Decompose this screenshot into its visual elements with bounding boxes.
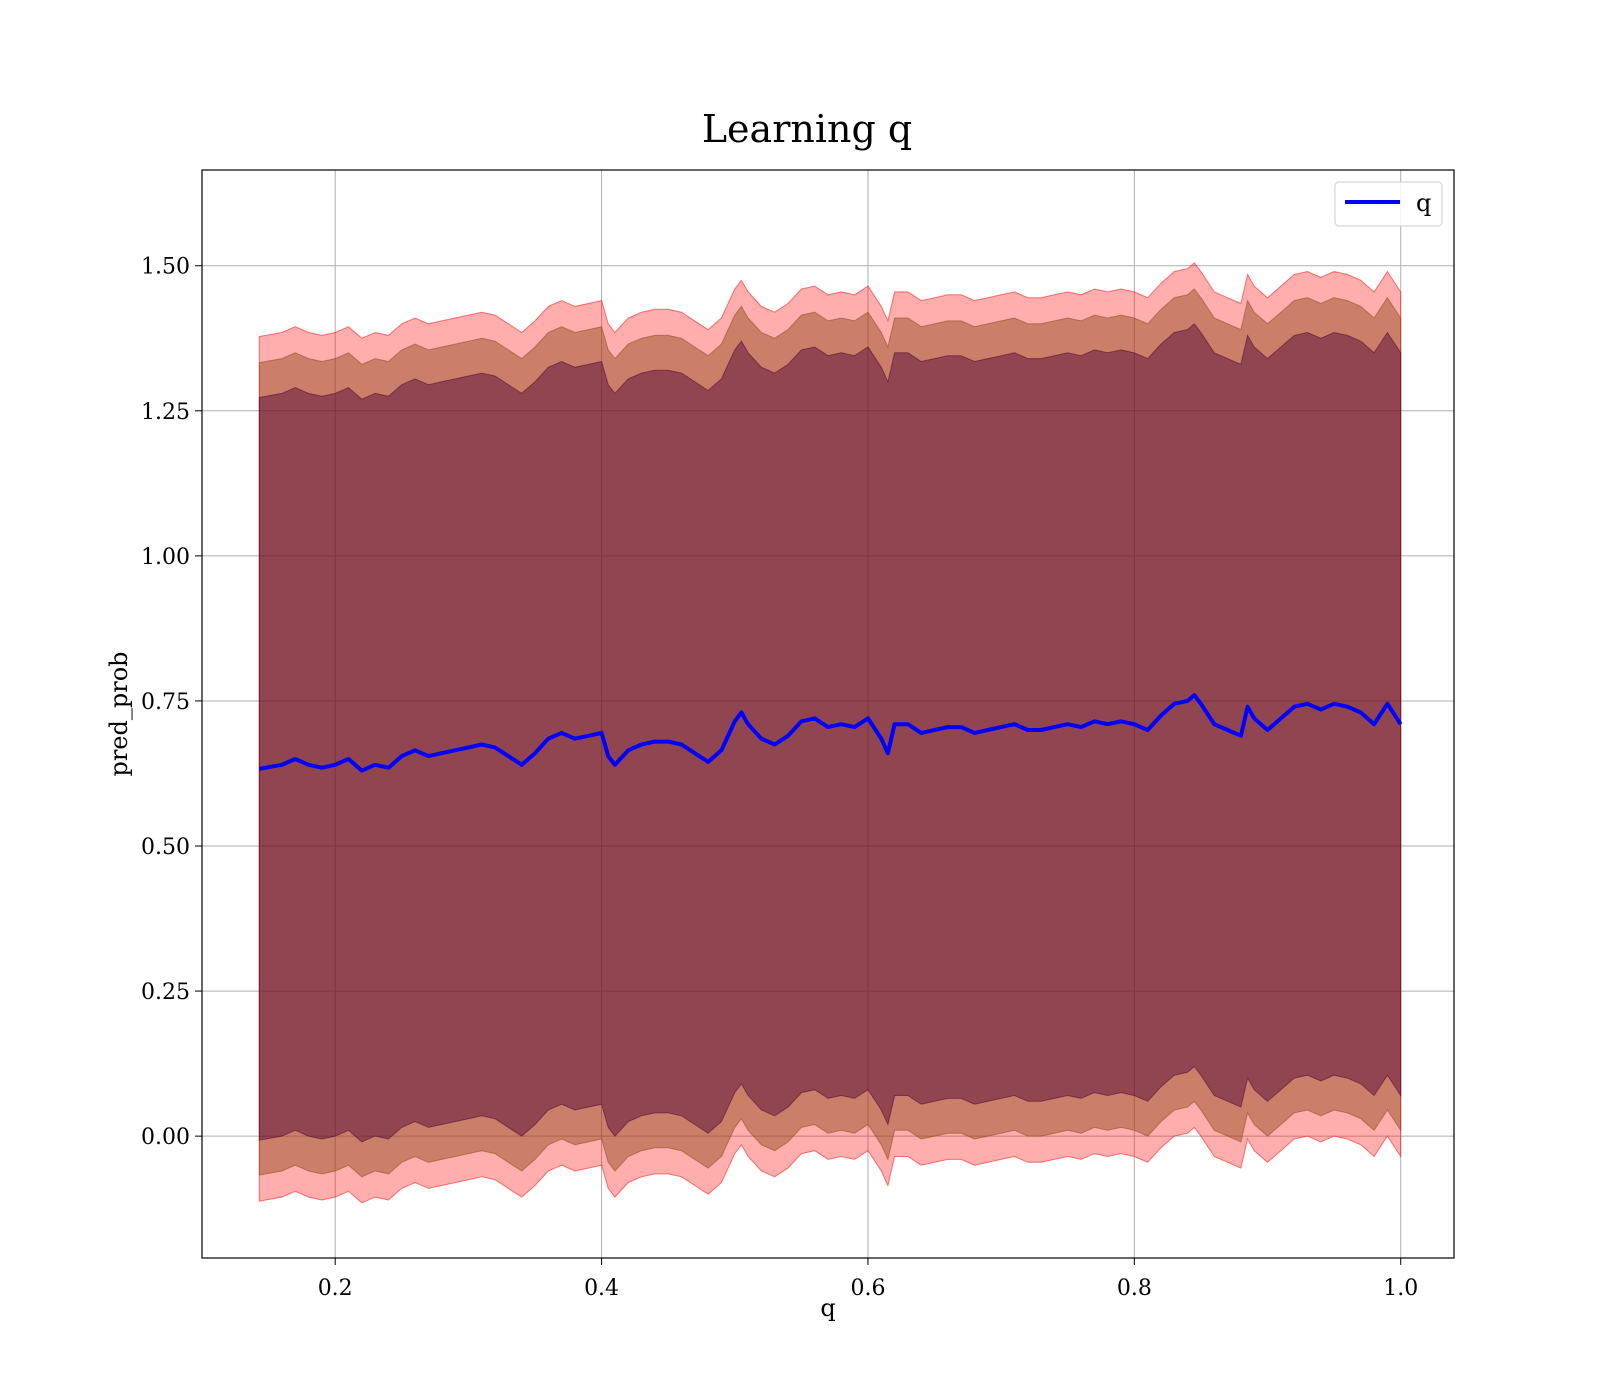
x-tick-label: 0.4	[584, 1276, 619, 1301]
y-tick-label: 0.50	[141, 835, 190, 860]
series-lines	[258, 693, 1403, 773]
legend: q	[1334, 181, 1443, 227]
y-tick-label: 1.25	[141, 400, 190, 425]
x-axis-label: q	[820, 1294, 835, 1322]
chart-title: Learning q	[702, 107, 912, 151]
y-tick-label: 0.25	[141, 980, 190, 1005]
confidence-band	[258, 288, 1402, 1178]
y-tick-label: 0.75	[141, 690, 190, 715]
confidence-band	[258, 323, 1402, 1143]
plot-frame	[201, 169, 1455, 1259]
legend-label-q: q	[1416, 189, 1431, 217]
y-axis-label: pred_prob	[105, 651, 133, 776]
series-line-q	[258, 693, 1403, 773]
y-tick-label: 0.00	[141, 1125, 190, 1150]
y-tick-label: 1.50	[141, 255, 190, 280]
confidence-bands	[258, 262, 1402, 1204]
x-axis-ticks: 0.2 0.4 0.6 0.8 1.0	[318, 1258, 1418, 1301]
confidence-band	[258, 262, 1402, 1204]
y-tick-label: 1.00	[141, 545, 190, 570]
x-tick-label: 0.2	[318, 1276, 353, 1301]
x-tick-label: 1.0	[1383, 1276, 1418, 1301]
x-tick-label: 0.8	[1117, 1276, 1152, 1301]
y-axis-ticks: 0.00 0.25 0.50 0.75 1.00 1.25 1.50	[141, 255, 202, 1150]
x-tick-label: 0.6	[850, 1276, 885, 1301]
